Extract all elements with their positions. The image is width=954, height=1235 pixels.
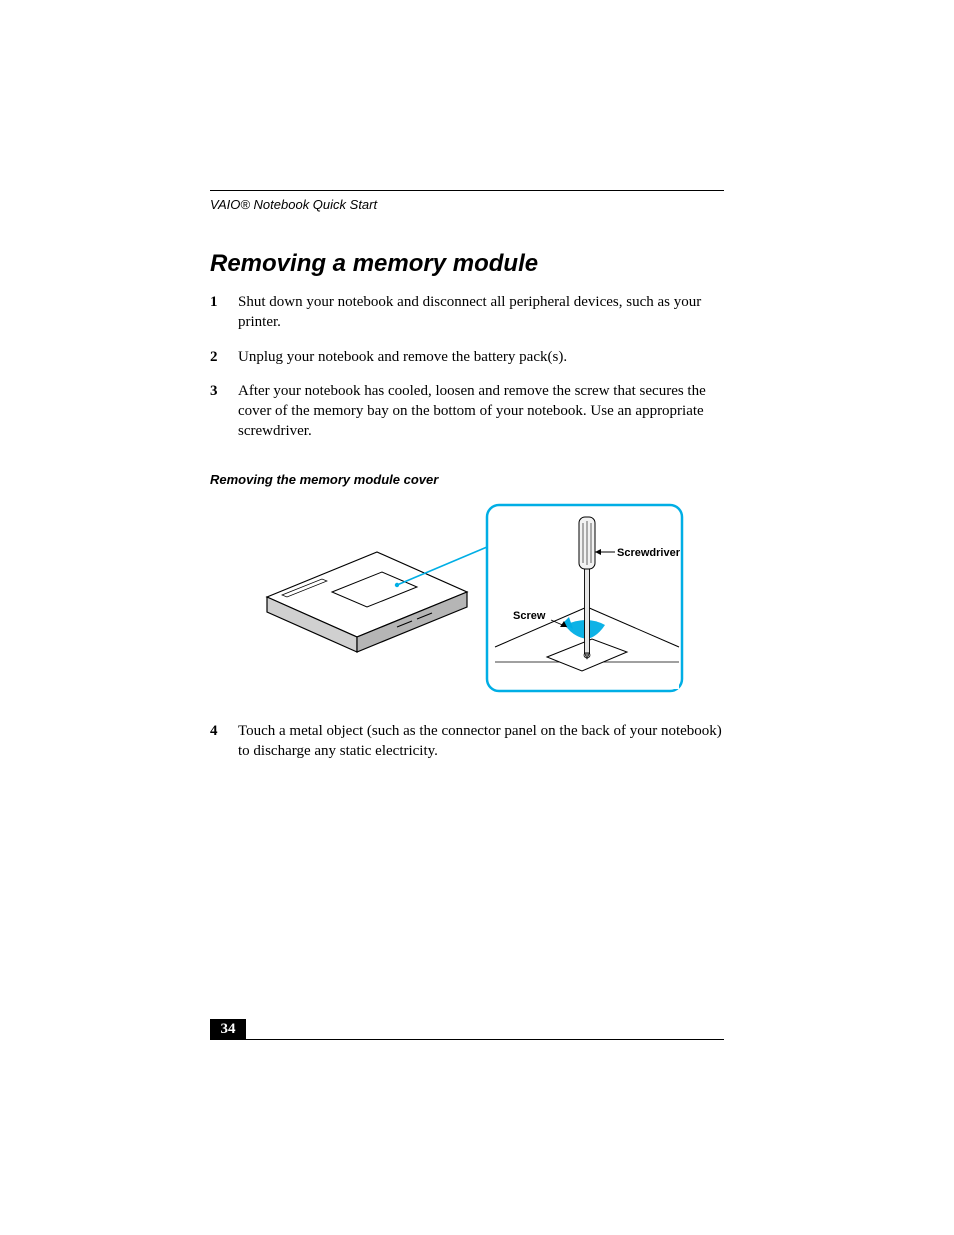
step-3: 3 After your notebook has cooled, loosen… (210, 381, 724, 442)
page-number: 34 (221, 1021, 236, 1038)
step-text: Touch a metal object (such as the connec… (238, 721, 724, 762)
page-footer: 34 (210, 1020, 724, 1040)
footer-divider (210, 1039, 724, 1040)
screw-label: Screw (513, 610, 546, 622)
figure-caption: Removing the memory module cover (210, 472, 724, 487)
step-text: After your notebook has cooled, loosen a… (238, 381, 724, 442)
step-number: 1 (210, 292, 238, 333)
running-header-text: VAIO® Notebook Quick Start (210, 197, 377, 212)
step-text: Unplug your notebook and remove the batt… (238, 347, 724, 367)
memory-cover-diagram: Screwdriver Screw (247, 497, 687, 697)
notebook-base-icon (267, 552, 467, 652)
step-4: 4 Touch a metal object (such as the conn… (210, 721, 724, 762)
step-2: 2 Unplug your notebook and remove the ba… (210, 347, 724, 367)
screwdriver-label: Screwdriver (617, 547, 681, 559)
running-header: VAIO® Notebook Quick Start (210, 190, 724, 212)
step-number: 3 (210, 381, 238, 442)
step-number: 2 (210, 347, 238, 367)
figure-illustration: Screwdriver Screw (210, 497, 724, 697)
step-number: 4 (210, 721, 238, 762)
document-page: VAIO® Notebook Quick Start Removing a me… (0, 0, 954, 1235)
page-number-box: 34 (210, 1019, 246, 1039)
step-text: Shut down your notebook and disconnect a… (238, 292, 724, 333)
callout-leader-line (397, 547, 487, 585)
step-1: 1 Shut down your notebook and disconnect… (210, 292, 724, 333)
section-title: Removing a memory module (210, 250, 724, 278)
callout-anchor-dot (395, 582, 399, 586)
